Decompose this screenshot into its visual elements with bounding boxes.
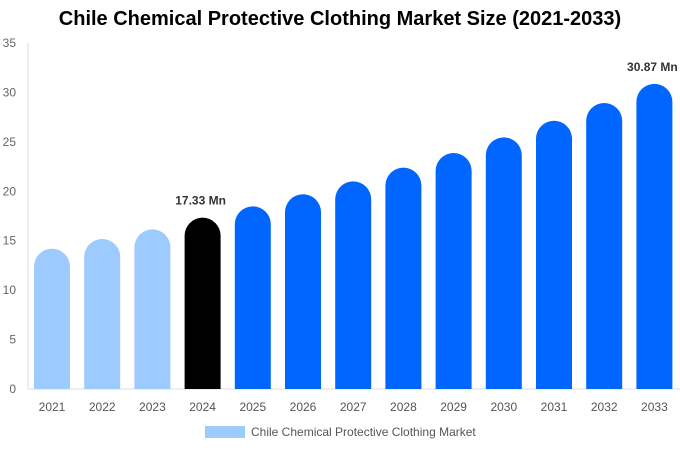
y-tick-label: 20 bbox=[3, 184, 17, 198]
x-tick-label: 2022 bbox=[89, 400, 116, 414]
bar-2027 bbox=[335, 181, 372, 389]
x-tick-label: 2031 bbox=[541, 400, 568, 414]
x-tick-label: 2021 bbox=[39, 400, 66, 414]
bar-2023 bbox=[134, 229, 171, 389]
bar-2031 bbox=[536, 120, 572, 389]
y-tick-label: 30 bbox=[3, 85, 17, 99]
x-tick-label: 2025 bbox=[239, 400, 266, 414]
data-label: 30.87 Mn bbox=[627, 60, 678, 74]
x-tick-label: 2030 bbox=[490, 400, 517, 414]
y-tick-label: 5 bbox=[9, 333, 16, 347]
legend-swatch bbox=[205, 426, 245, 438]
x-tick-label: 2024 bbox=[189, 400, 216, 414]
y-tick-label: 15 bbox=[3, 234, 17, 248]
x-tick-label: 2023 bbox=[139, 400, 166, 414]
x-tick-label: 2033 bbox=[641, 400, 668, 414]
x-tick-label: 2032 bbox=[591, 400, 618, 414]
legend-label: Chile Chemical Protective Clothing Marke… bbox=[251, 425, 476, 439]
y-tick-label: 35 bbox=[3, 36, 17, 50]
bar-2025 bbox=[234, 206, 271, 389]
x-tick-label: 2027 bbox=[340, 400, 367, 414]
bar-2028 bbox=[385, 167, 422, 389]
chart-title: Chile Chemical Protective Clothing Marke… bbox=[58, 8, 622, 30]
x-tick-label: 2026 bbox=[290, 400, 317, 414]
bar-2021 bbox=[34, 248, 70, 389]
bar-2032 bbox=[586, 103, 623, 389]
bar-2029 bbox=[435, 153, 472, 389]
bar-2024 bbox=[184, 217, 221, 389]
data-label: 17.33 Mn bbox=[175, 194, 226, 208]
y-tick-label: 10 bbox=[3, 283, 17, 297]
y-tick-label: 0 bbox=[9, 382, 16, 396]
bar-2033 bbox=[636, 83, 673, 389]
y-tick-label: 25 bbox=[3, 135, 17, 149]
x-tick-label: 2029 bbox=[440, 400, 467, 414]
bar-2026 bbox=[285, 194, 321, 389]
bar-2022 bbox=[84, 239, 121, 389]
x-tick-label: 2028 bbox=[390, 400, 417, 414]
legend[interactable]: Chile Chemical Protective Clothing Marke… bbox=[205, 425, 476, 439]
bar-2030 bbox=[485, 137, 522, 389]
